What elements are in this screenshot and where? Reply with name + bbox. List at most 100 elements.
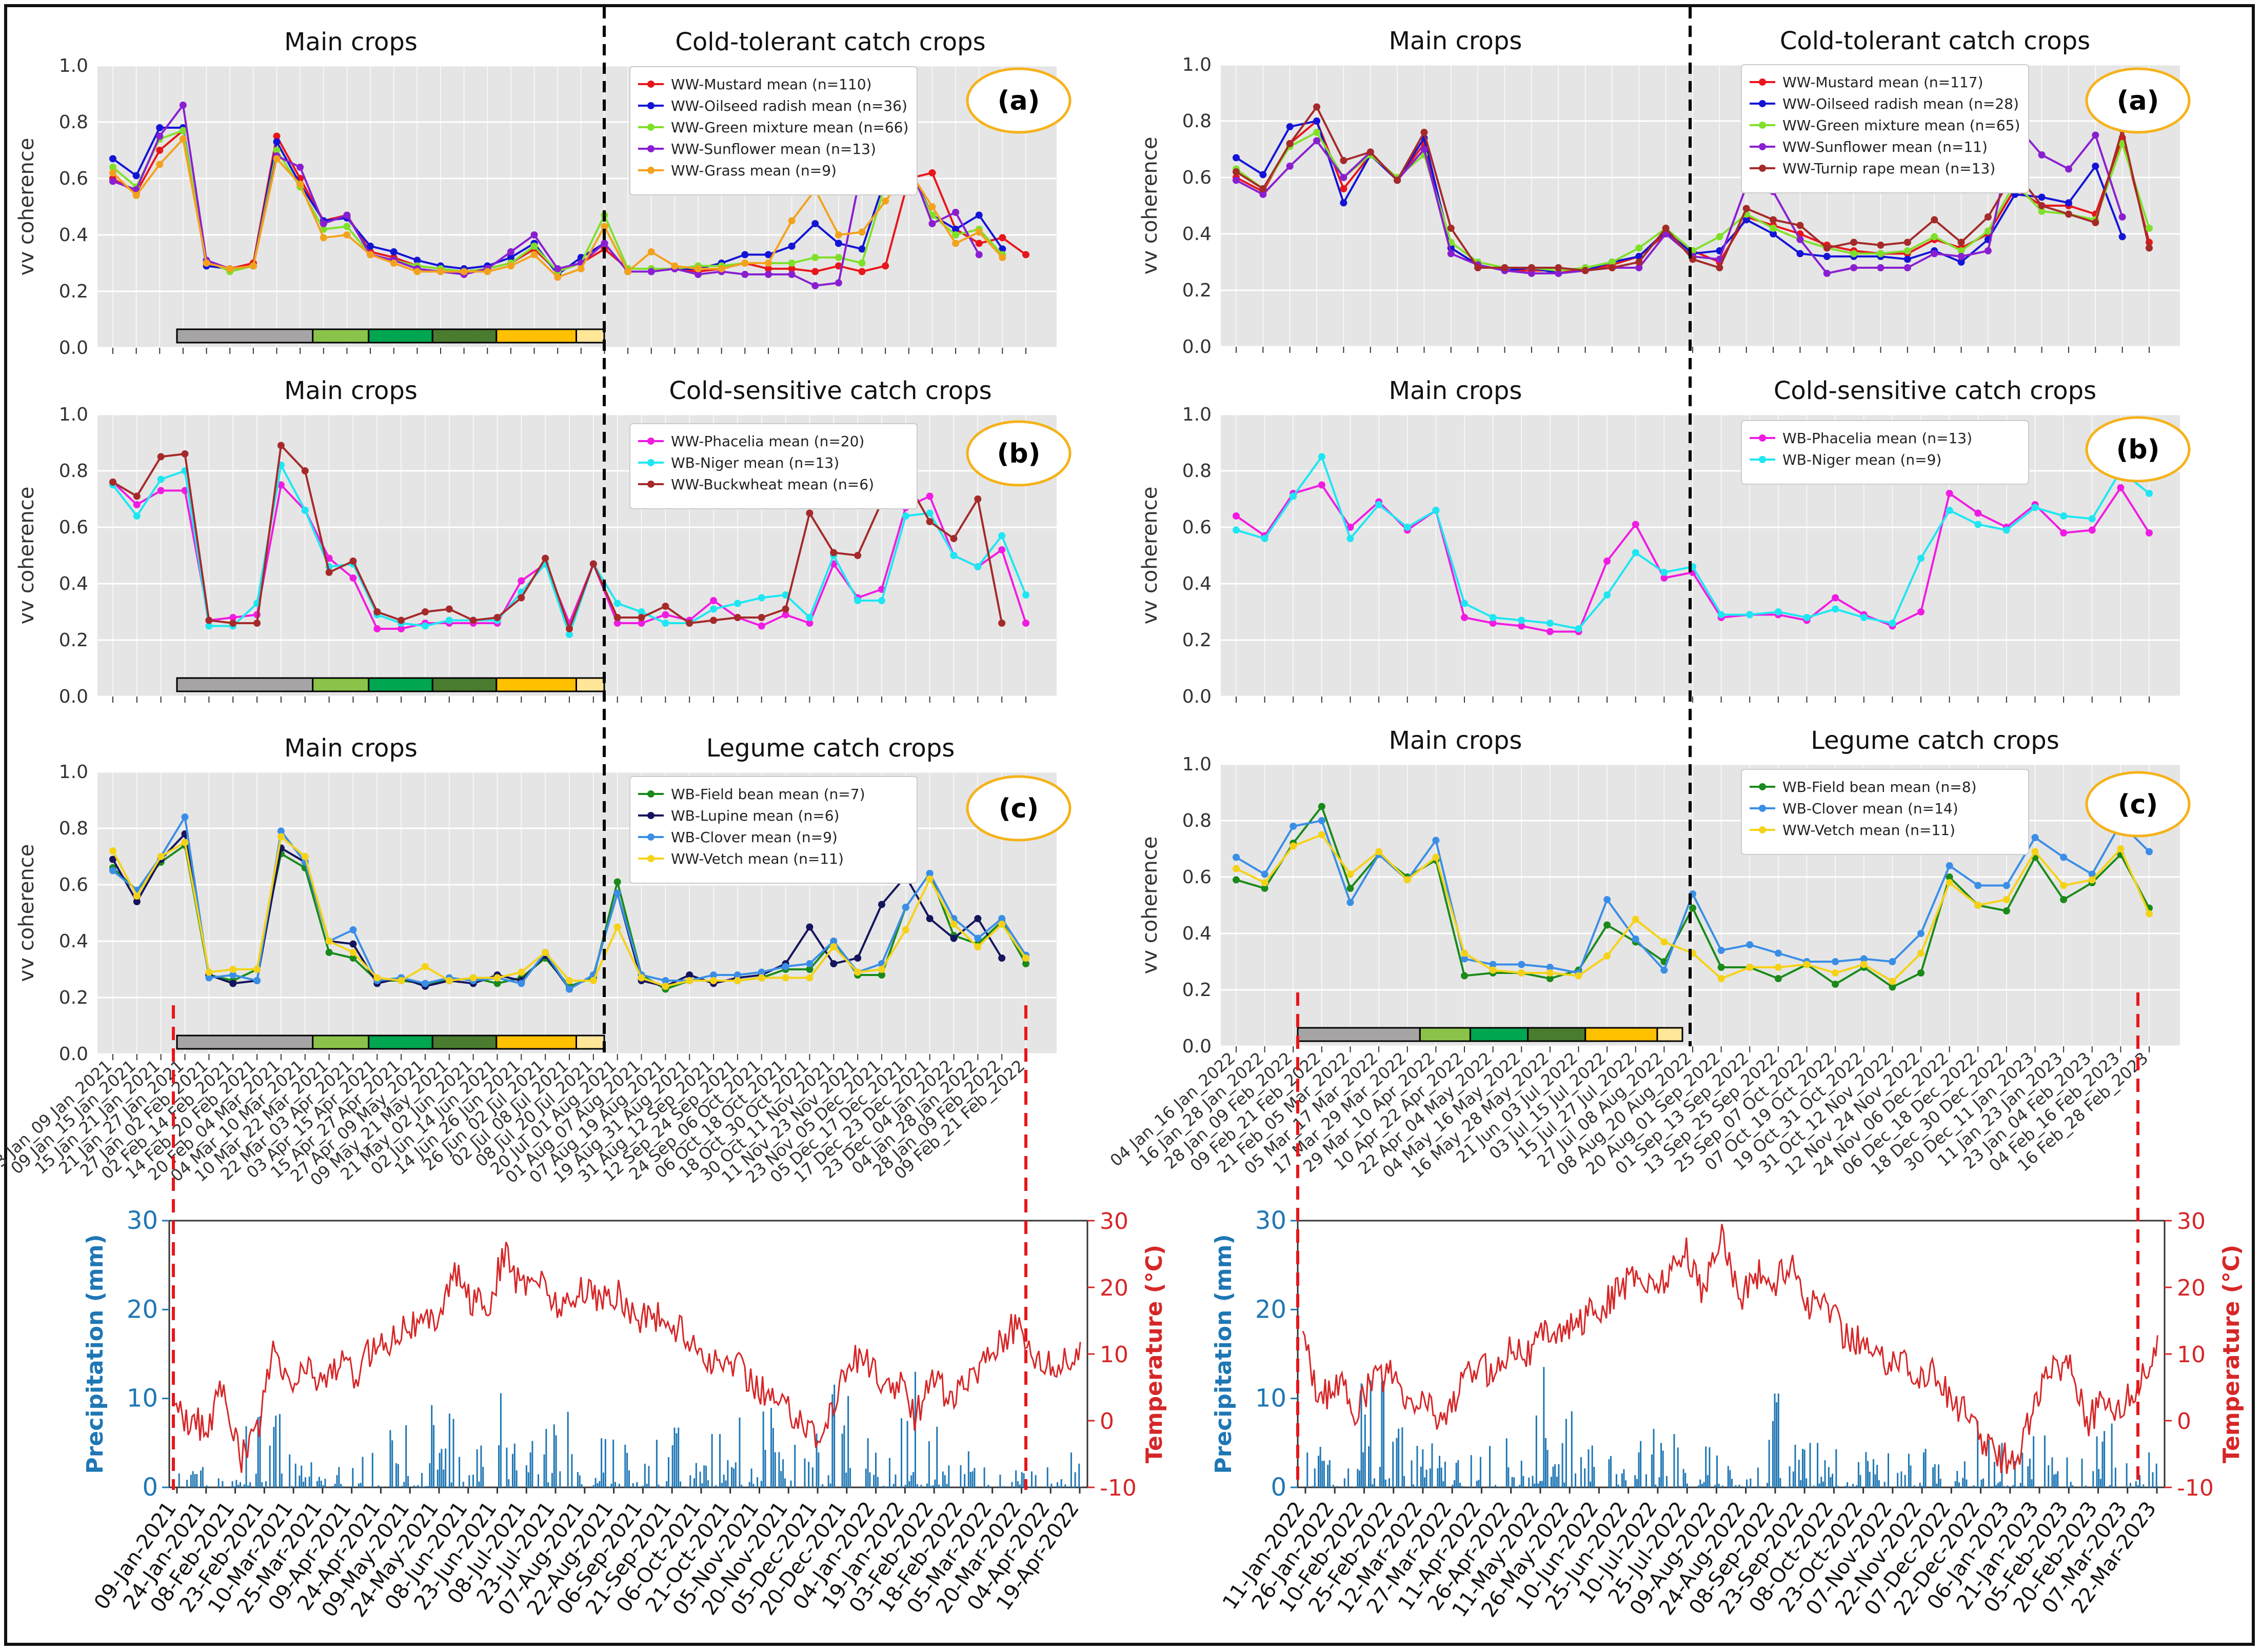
data-point bbox=[253, 620, 261, 627]
precip-axis-label: Precipitation (mm) bbox=[1211, 1234, 1237, 1474]
data-point bbox=[741, 251, 749, 258]
data-point bbox=[1233, 512, 1240, 520]
precip-bar bbox=[624, 1444, 626, 1487]
precip-bar bbox=[527, 1472, 529, 1487]
data-point bbox=[613, 600, 621, 607]
data-point bbox=[806, 960, 814, 967]
data-point bbox=[566, 625, 573, 632]
data-point bbox=[484, 268, 491, 275]
precip-bar bbox=[1420, 1466, 1422, 1487]
data-point bbox=[1770, 225, 1777, 232]
data-point bbox=[854, 597, 862, 604]
data-point bbox=[999, 245, 1006, 253]
data-point bbox=[566, 985, 573, 993]
legend: WB-Phacelia mean (n=13) WB-Niger mean (n=… bbox=[1741, 420, 2029, 485]
precip-bar bbox=[1508, 1467, 1510, 1487]
data-point bbox=[1889, 978, 1896, 985]
precip-bar bbox=[1556, 1477, 1558, 1487]
legend-swatch-marker bbox=[647, 812, 655, 819]
precip-bar bbox=[1818, 1483, 1820, 1487]
precip-bar bbox=[1362, 1452, 1364, 1487]
data-point bbox=[507, 254, 514, 261]
data-point bbox=[811, 282, 819, 289]
data-point bbox=[806, 614, 814, 621]
data-point bbox=[2118, 213, 2126, 221]
precip-bar bbox=[1800, 1480, 1802, 1487]
precip-bar bbox=[1319, 1446, 1321, 1487]
data-point bbox=[1974, 902, 1982, 909]
data-point bbox=[2031, 834, 2039, 841]
data-point bbox=[493, 980, 501, 987]
data-point bbox=[1313, 103, 1321, 111]
data-point bbox=[325, 569, 333, 576]
precip-bar bbox=[547, 1482, 549, 1487]
precip-bar bbox=[2057, 1471, 2059, 1487]
precip-bar bbox=[1867, 1461, 1869, 1487]
data-point bbox=[806, 923, 814, 931]
precip-bar bbox=[1794, 1444, 1796, 1487]
precip-bar bbox=[531, 1441, 533, 1487]
precip-bar bbox=[757, 1477, 759, 1487]
data-point bbox=[1518, 616, 1525, 624]
data-point bbox=[764, 251, 772, 258]
season-strip-autumn bbox=[576, 1034, 605, 1050]
data-point bbox=[1974, 521, 1982, 528]
precip-bar bbox=[671, 1445, 673, 1487]
data-point bbox=[277, 481, 285, 489]
data-point bbox=[109, 867, 116, 874]
data-point bbox=[1832, 605, 1839, 613]
data-point bbox=[1660, 938, 1668, 946]
precip-bar bbox=[1358, 1470, 1360, 1487]
precip-bar bbox=[770, 1408, 772, 1487]
precip-bar bbox=[1859, 1475, 1861, 1487]
precip-bar bbox=[1078, 1463, 1080, 1487]
data-point bbox=[1313, 137, 1321, 145]
data-point bbox=[758, 974, 765, 982]
y-tick-label: 0.0 bbox=[1182, 686, 1212, 707]
data-point bbox=[1984, 247, 1992, 254]
precip-bar bbox=[235, 1480, 237, 1487]
data-point bbox=[926, 870, 934, 877]
legend-label: WW-Vetch mean (n=11) bbox=[671, 850, 844, 867]
legend-swatch-marker bbox=[1759, 122, 1766, 129]
data-point bbox=[1774, 964, 1782, 971]
precip-bar bbox=[1423, 1477, 1425, 1487]
precip-bar bbox=[1323, 1461, 1325, 1487]
data-point bbox=[1340, 185, 1347, 192]
title-catch-crops: Cold-tolerant catch crops bbox=[1780, 27, 2090, 55]
precip-bar bbox=[427, 1486, 429, 1487]
legend-box bbox=[629, 776, 918, 884]
data-point bbox=[854, 954, 862, 962]
data-point bbox=[2065, 165, 2072, 173]
precip-bar bbox=[1824, 1460, 1826, 1487]
precip-bar bbox=[1325, 1486, 1327, 1487]
data-point bbox=[647, 268, 655, 275]
data-point bbox=[2031, 848, 2039, 855]
precip-bar bbox=[974, 1468, 976, 1487]
precip-bar bbox=[2114, 1467, 2116, 1487]
precip-bar bbox=[581, 1484, 583, 1487]
precip-bar bbox=[233, 1486, 235, 1487]
data-point bbox=[229, 980, 237, 987]
precip-bar bbox=[1046, 1467, 1048, 1487]
data-point bbox=[764, 260, 772, 267]
precip-bar bbox=[592, 1485, 594, 1487]
precip-bar bbox=[960, 1465, 962, 1487]
precip-bar bbox=[719, 1434, 721, 1487]
data-point bbox=[830, 960, 838, 967]
season-strip-late-summer bbox=[495, 1034, 578, 1050]
panel-badge-label: (a) bbox=[2117, 86, 2159, 116]
precip-bar bbox=[462, 1482, 464, 1487]
data-point bbox=[1375, 501, 1383, 508]
data-point bbox=[1774, 949, 1782, 957]
precip-bar bbox=[1852, 1484, 1854, 1487]
data-point bbox=[624, 268, 632, 275]
precip-bar bbox=[567, 1411, 569, 1487]
data-point bbox=[133, 898, 141, 905]
season-strip-late-summer bbox=[1584, 1027, 1658, 1042]
legend-label: WW-Oilseed radish mean (n=28) bbox=[1782, 95, 2019, 112]
precip-bar bbox=[1440, 1467, 1442, 1487]
precip-bar bbox=[1845, 1486, 1847, 1487]
data-point bbox=[1774, 975, 1782, 982]
